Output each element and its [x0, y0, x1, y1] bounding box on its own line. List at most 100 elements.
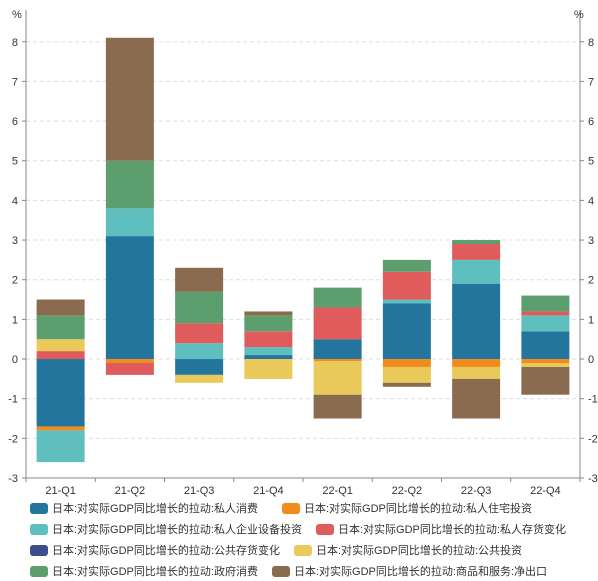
- bar-segment: [382, 359, 431, 367]
- x-tick-label: 21-Q4: [253, 485, 284, 497]
- x-tick-label: 21-Q1: [45, 485, 76, 497]
- y-tick-label-right: 5: [588, 156, 594, 168]
- bar-segment: [452, 240, 501, 245]
- bar-segment: [521, 359, 570, 363]
- legend-item-public-inventory-change[interactable]: 日本:对实际GDP同比增长的拉动:公共存货变化: [30, 542, 280, 558]
- bar-segment: [244, 331, 293, 348]
- x-tick-label: 22-Q4: [530, 485, 561, 497]
- bar-segment: [382, 303, 431, 360]
- bar-segment: [313, 359, 362, 362]
- legend-item-private-business-investment[interactable]: 日本:对实际GDP同比增长的拉动:私人企业设备投资: [30, 521, 302, 537]
- bar-segment: [313, 287, 362, 308]
- bar-segment: [382, 366, 431, 383]
- bar-segment: [105, 160, 154, 209]
- bar-segment: [382, 299, 431, 304]
- y-tick-label-left: 6: [12, 116, 18, 128]
- legend-label: 日本:对实际GDP同比增长的拉动:私人消费: [52, 503, 258, 515]
- y-tick-label-right: -3: [588, 473, 598, 485]
- bar-segment: [105, 359, 154, 363]
- legend-label: 日本:对实际GDP同比增长的拉动:私人存货变化: [338, 524, 566, 536]
- bar-segment: [36, 430, 85, 463]
- bar-segment: [521, 311, 570, 316]
- bar-segment: [521, 315, 570, 332]
- y-tick-label-left: 0: [12, 354, 18, 366]
- bar-segment: [36, 339, 85, 352]
- bar-segment: [313, 339, 362, 360]
- bar-segment: [36, 426, 85, 431]
- legend-swatch: [30, 544, 48, 556]
- bar-segment: [175, 323, 224, 344]
- bar-segment: [452, 283, 501, 360]
- bar-segment: [452, 366, 501, 379]
- bar-segment: [313, 307, 362, 340]
- bar-segment: [521, 362, 570, 367]
- x-tick-label: 21-Q2: [115, 485, 146, 497]
- y-tick-label-right: 0: [588, 354, 594, 366]
- y-axis-unit-left: %: [12, 9, 22, 21]
- bar-segment: [452, 359, 501, 367]
- bar-segment: [36, 315, 85, 340]
- legend-swatch: [316, 523, 334, 535]
- bar-segment: [452, 244, 501, 260]
- legend-item-government-consumption[interactable]: 日本:对实际GDP同比增长的拉动:政府消费: [30, 563, 258, 579]
- x-tick-label: 22-Q2: [392, 485, 423, 497]
- legend-row: 日本:对实际GDP同比增长的拉动:私人企业设备投资 日本:对实际GDP同比增长的…: [30, 521, 590, 539]
- legend-row: 日本:对实际GDP同比增长的拉动:政府消费 日本:对实际GDP同比增长的拉动:商…: [30, 563, 590, 581]
- y-tick-label-left: 5: [12, 156, 18, 168]
- bar-segment: [175, 343, 224, 360]
- legend-item-private-consumption[interactable]: 日本:对实际GDP同比增长的拉动:私人消费: [30, 500, 258, 516]
- legend-row: 日本:对实际GDP同比增长的拉动:私人消费 日本:对实际GDP同比增长的拉动:私…: [30, 500, 590, 518]
- legend-label: 日本:对实际GDP同比增长的拉动:政府消费: [52, 566, 258, 578]
- y-tick-label-left: -3: [8, 473, 18, 485]
- y-tick-label-right: -1: [588, 394, 598, 406]
- bar-segment: [105, 236, 154, 360]
- legend-label: 日本:对实际GDP同比增长的拉动:私人住宅投资: [304, 503, 532, 515]
- y-axis-unit-right: %: [574, 9, 584, 21]
- legend-swatch: [294, 544, 312, 556]
- bar-segment: [521, 331, 570, 360]
- bar-segment: [105, 37, 154, 161]
- y-tick-label-right: 6: [588, 116, 594, 128]
- y-tick-label-left: 2: [12, 275, 18, 287]
- bar-segment: [382, 259, 431, 272]
- y-tick-label-right: 4: [588, 195, 594, 207]
- y-tick-label-right: 7: [588, 76, 594, 88]
- y-tick-label-left: -2: [8, 433, 18, 445]
- y-tick-label-right: 3: [588, 235, 594, 247]
- legend-swatch: [30, 565, 48, 577]
- y-tick-label-left: 1: [12, 314, 18, 326]
- bar-segment: [452, 259, 501, 284]
- legend-row: 日本:对实际GDP同比增长的拉动:公共存货变化 日本:对实际GDP同比增长的拉动…: [30, 542, 590, 560]
- y-tick-label-left: 4: [12, 195, 18, 207]
- legend-item-public-investment[interactable]: 日本:对实际GDP同比增长的拉动:公共投资: [294, 542, 522, 558]
- bar-segment: [521, 295, 570, 312]
- legend-label: 日本:对实际GDP同比增长的拉动:公共存货变化: [52, 545, 280, 557]
- legend-item-net-exports[interactable]: 日本:对实际GDP同比增长的拉动:商品和服务:净出口: [272, 563, 547, 579]
- bar-segment: [105, 362, 154, 375]
- stacked-bar-chart: -3 -3 -2 -2 -1 -1 0 0 1 1 2 2 3 3 4 4 5 5 6 6 7 7 8 8% % 21-Q1 21-…: [8, 9, 598, 497]
- legend-label: 日本:对实际GDP同比增长的拉动:公共投资: [316, 545, 522, 557]
- y-tick-label-right: 2: [588, 275, 594, 287]
- y-tick-label-right: 1: [588, 314, 594, 326]
- bar-segment: [175, 374, 224, 383]
- legend-label: 日本:对实际GDP同比增长的拉动:私人企业设备投资: [52, 524, 302, 536]
- bar-segment: [36, 359, 85, 427]
- legend-swatch: [282, 502, 300, 514]
- bar-segment: [36, 351, 85, 360]
- bar-segment: [382, 382, 431, 387]
- legend-item-private-residential-investment[interactable]: 日本:对实际GDP同比增长的拉动:私人住宅投资: [282, 500, 532, 516]
- legend-item-private-inventory-change[interactable]: 日本:对实际GDP同比增长的拉动:私人存货变化: [316, 521, 566, 537]
- y-tick-label-left: 7: [12, 76, 18, 88]
- x-tick-label: 22-Q1: [322, 485, 353, 497]
- y-tick-label-left: 3: [12, 235, 18, 247]
- bar-segment: [175, 291, 224, 324]
- legend-swatch: [272, 565, 290, 577]
- y-tick-label-left: -1: [8, 394, 18, 406]
- bar-segment: [175, 359, 224, 375]
- x-tick-label: 21-Q3: [184, 485, 215, 497]
- bar-segment: [313, 394, 362, 419]
- bar-segment: [382, 271, 431, 300]
- bar-segment: [313, 361, 362, 395]
- bar-segment: [452, 378, 501, 419]
- bar-segment: [521, 366, 570, 395]
